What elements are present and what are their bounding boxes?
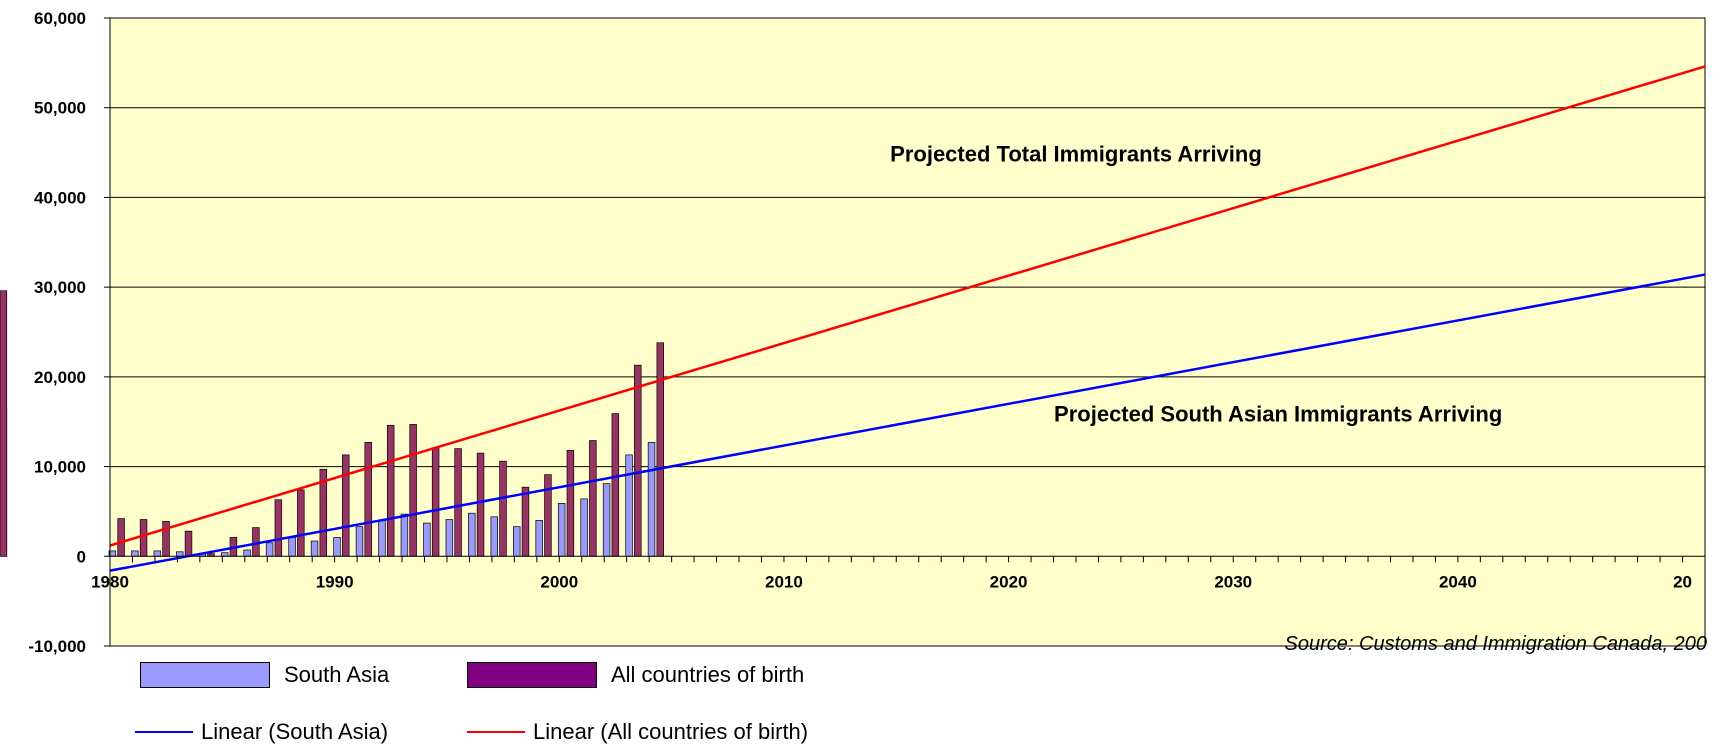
legend-label-linear-all: Linear (All countries of birth) bbox=[533, 719, 809, 744]
bar-all-countries bbox=[184, 530, 193, 557]
bar-all-countries bbox=[117, 518, 125, 557]
x-tick-label: 1980 bbox=[91, 572, 129, 591]
bar-south-asia bbox=[557, 503, 566, 557]
bar-south-asia bbox=[513, 526, 521, 557]
bar-south-asia bbox=[355, 526, 364, 557]
bar-all-countries bbox=[297, 489, 305, 557]
bar-all-countries bbox=[611, 413, 620, 557]
bar-all-countries bbox=[364, 441, 372, 557]
bar-south-asia bbox=[490, 516, 498, 557]
bar-all-countries bbox=[499, 460, 507, 557]
bar-all-countries bbox=[342, 454, 350, 557]
bar-south-asia bbox=[535, 520, 543, 557]
bar-south-asia bbox=[423, 522, 431, 557]
y-tick-label: 60,000 bbox=[34, 9, 86, 28]
bar-all-countries bbox=[521, 486, 530, 557]
plot-area bbox=[109, 17, 1706, 647]
bar-south-asia bbox=[265, 542, 274, 557]
bar-all-countries bbox=[656, 342, 664, 557]
x-tick-label: 1990 bbox=[316, 572, 354, 591]
bar-south-asia bbox=[333, 537, 341, 557]
y-tick-label: 0 bbox=[77, 547, 86, 566]
bar-all-countries bbox=[409, 424, 417, 557]
x-tick-label: 2030 bbox=[1214, 572, 1252, 591]
annotation-south-asian: Projected South Asian Immigrants Arrivin… bbox=[1054, 402, 1502, 427]
annotation-total: Projected Total Immigrants Arriving bbox=[890, 142, 1262, 167]
legend-item-south-asia: South Asia bbox=[140, 662, 389, 688]
bar-all-countries bbox=[274, 499, 283, 557]
bar-south-asia bbox=[445, 519, 454, 557]
bar-south-asia bbox=[602, 483, 611, 557]
trendline-south-asia bbox=[109, 273, 1706, 572]
bar-all-countries bbox=[476, 452, 485, 557]
legend-swatch-all-countries bbox=[467, 662, 597, 688]
bar-south-asia bbox=[647, 441, 656, 557]
x-tick-label: 2020 bbox=[990, 572, 1028, 591]
legend-item-all-countries: All countries of birth bbox=[467, 662, 804, 688]
legend-item-linear-all: Linear (All countries of birth) bbox=[467, 719, 808, 745]
bar-south-asia bbox=[153, 550, 162, 557]
bar-all-countries bbox=[566, 450, 575, 557]
bar-all-countries bbox=[634, 364, 642, 557]
bar-south-asia bbox=[580, 498, 588, 557]
bar-south-asia bbox=[310, 540, 319, 557]
y-tick-label: 50,000 bbox=[34, 99, 86, 118]
bar-all-countries bbox=[0, 290, 8, 557]
bar-all-countries bbox=[544, 474, 552, 557]
legend-item-linear-south-asia: Linear (South Asia) bbox=[135, 719, 388, 745]
source-note: Source: Customs and Immigration Canada, … bbox=[1284, 633, 1707, 655]
bar-all-countries bbox=[386, 424, 395, 557]
x-tick-label: 2000 bbox=[540, 572, 578, 591]
bar-south-asia bbox=[243, 549, 251, 557]
legend-label-all-countries: All countries of birth bbox=[611, 662, 805, 687]
y-tick-label: 20,000 bbox=[34, 368, 86, 387]
y-tick-label: 40,000 bbox=[34, 188, 86, 207]
legend-line-south-asia bbox=[135, 731, 193, 733]
bar-south-asia bbox=[400, 513, 409, 557]
bar-south-asia bbox=[220, 552, 229, 557]
bar-south-asia bbox=[468, 512, 476, 557]
bar-all-countries bbox=[454, 448, 462, 557]
bar-south-asia bbox=[176, 551, 184, 557]
bar-south-asia bbox=[625, 454, 633, 557]
x-tick-label: 20 bbox=[1673, 572, 1692, 591]
y-tick-label: -10,000 bbox=[28, 637, 86, 656]
x-tick-label: 2040 bbox=[1439, 572, 1477, 591]
y-tick-label: 10,000 bbox=[34, 458, 86, 477]
bar-south-asia bbox=[378, 520, 386, 557]
bar-all-countries bbox=[162, 520, 170, 557]
bar-all-countries bbox=[139, 519, 148, 557]
bar-all-countries bbox=[589, 440, 597, 557]
y-tick-label: 30,000 bbox=[34, 278, 86, 297]
trendline-all-countries bbox=[109, 65, 1706, 547]
x-tick-label: 2010 bbox=[765, 572, 803, 591]
bar-south-asia bbox=[288, 537, 296, 557]
legend-line-all bbox=[467, 731, 525, 733]
legend-swatch-south-asia bbox=[140, 662, 270, 688]
bar-south-asia bbox=[131, 550, 139, 557]
bar-all-countries bbox=[431, 447, 440, 557]
legend-label-linear-south-asia: Linear (South Asia) bbox=[201, 719, 389, 744]
legend-label-south-asia: South Asia bbox=[284, 662, 390, 687]
